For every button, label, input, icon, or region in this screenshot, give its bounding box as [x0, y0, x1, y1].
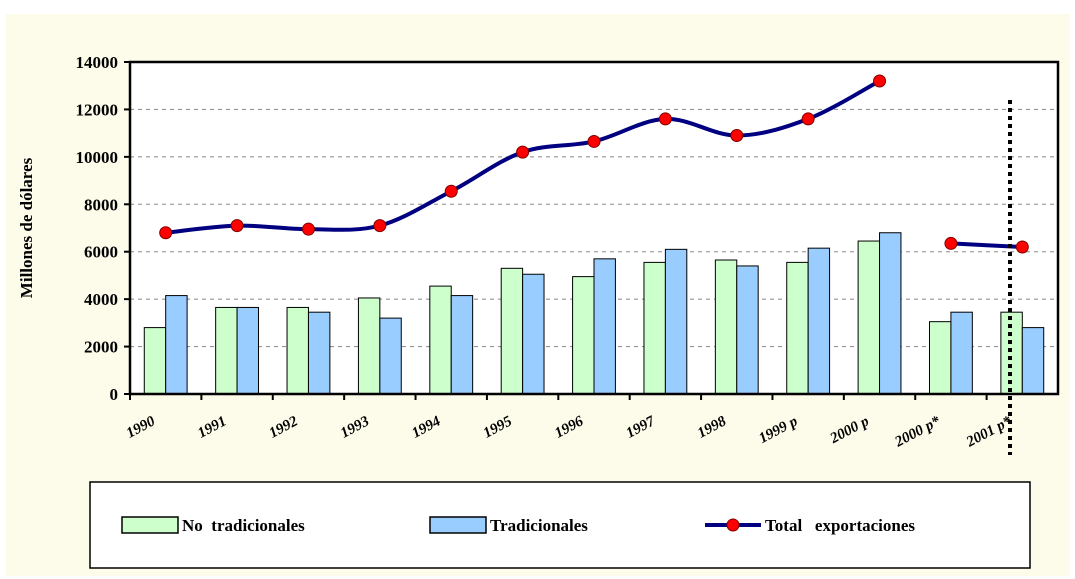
marker	[1015, 240, 1029, 254]
y-tick-label: 8000	[84, 195, 118, 214]
marker	[873, 74, 887, 88]
marker	[373, 219, 387, 233]
legend-label: No tradicionales	[182, 516, 305, 535]
legend-swatch	[429, 516, 487, 534]
bar	[950, 311, 973, 395]
y-tick-label: 4000	[84, 290, 118, 309]
bar	[429, 285, 452, 395]
legend	[89, 481, 1031, 569]
marker	[230, 219, 244, 233]
bar	[307, 311, 331, 395]
marker	[658, 112, 672, 126]
bar	[143, 327, 167, 395]
legend-marker	[726, 518, 740, 532]
bar	[807, 247, 831, 395]
bar	[500, 267, 524, 395]
legend-swatch	[121, 516, 179, 534]
y-tick-label: 0	[110, 385, 119, 404]
legend-label: Total exportaciones	[765, 516, 915, 535]
bar	[572, 276, 595, 395]
marker	[587, 134, 601, 148]
bar	[379, 317, 402, 395]
bar	[857, 240, 881, 395]
y-tick-label: 14000	[76, 53, 119, 72]
bar	[664, 248, 688, 395]
y-tick-label: 6000	[84, 243, 118, 262]
bar	[736, 265, 759, 395]
plot-border	[128, 60, 1060, 396]
bar	[879, 232, 902, 395]
bar	[714, 259, 738, 395]
legend-label: Tradicionales	[490, 516, 588, 535]
bar	[1021, 327, 1045, 395]
bar	[786, 261, 809, 395]
bar	[357, 297, 381, 395]
marker	[730, 129, 744, 143]
y-tick-label: 12000	[76, 100, 119, 119]
y-axis-label: Millones de dólares	[17, 157, 36, 298]
marker	[516, 145, 530, 159]
bar	[286, 306, 309, 395]
bar	[522, 273, 545, 395]
marker	[944, 236, 958, 250]
bar	[450, 295, 474, 395]
y-tick-label: 2000	[84, 338, 118, 357]
bar	[593, 258, 616, 395]
bar	[929, 321, 952, 395]
bar	[236, 306, 259, 395]
marker	[801, 112, 815, 126]
y-tick-label: 10000	[76, 148, 119, 167]
marker	[301, 222, 315, 236]
bar	[215, 306, 238, 395]
marker	[444, 184, 458, 198]
bar	[165, 295, 188, 395]
bar	[643, 261, 666, 395]
marker	[159, 226, 173, 240]
